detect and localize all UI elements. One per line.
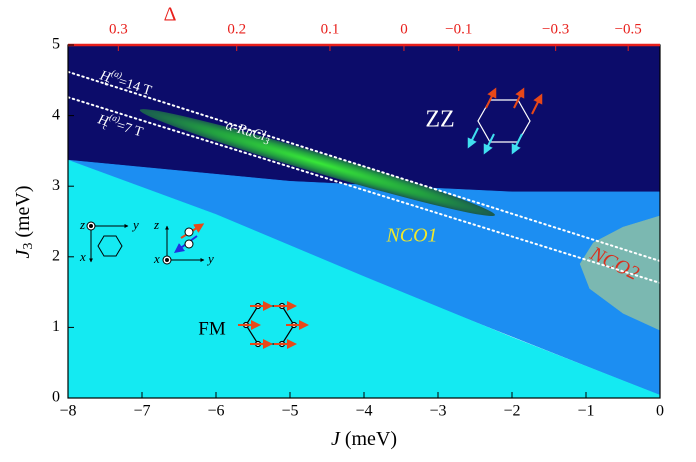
y-tick-label: 4 (52, 106, 60, 123)
y-axis-label: J3 (meV) (12, 185, 37, 258)
x2-axis-label: Δ (164, 4, 177, 26)
y-tick-label: 2 (52, 247, 60, 264)
y-tick-label: 1 (52, 318, 60, 335)
x-tick-label: −3 (429, 403, 446, 420)
x-axis-unit: (meV) (340, 428, 397, 450)
x2-tick-label: −0.1 (445, 21, 472, 37)
x2-tick-label: 0.3 (109, 21, 128, 37)
x2-tick-label: −0.3 (542, 21, 569, 37)
region-label: FM (198, 318, 226, 339)
icon-label: z (153, 217, 159, 232)
x-tick-label: −2 (503, 403, 520, 420)
field-label-sub: c (102, 121, 109, 132)
field-line (67, 70, 661, 263)
field-label-sub: c (104, 77, 111, 88)
icon-label: y (131, 217, 139, 232)
frame-icon (162, 225, 205, 265)
x-tick-label: −6 (207, 403, 224, 420)
y-tick-label: 0 (52, 389, 60, 406)
icon-label: y (206, 251, 214, 266)
x2-tick-label: 0.1 (321, 21, 340, 37)
field-line (67, 96, 661, 284)
x-tick-label: −8 (59, 403, 76, 420)
sample-label-sub: 3 (262, 136, 271, 148)
x2-tick-label: 0 (400, 21, 408, 37)
icon-label: z (79, 217, 85, 232)
y-tick-label: 3 (52, 177, 60, 194)
x2-tick-label: 0.2 (227, 21, 246, 37)
field-label-sup: (a) (110, 68, 123, 81)
y-axis-symbol: J (12, 249, 34, 259)
x-axis-symbol: J (331, 428, 341, 450)
region-label: NCO1 (385, 225, 437, 247)
x-tick-label: −4 (355, 403, 372, 420)
x-tick-label: −5 (281, 403, 298, 420)
spin-icons: z y x z x y (79, 87, 543, 349)
phase-region (579, 215, 661, 331)
sample-ellipse (139, 109, 496, 217)
icon-label: x (79, 249, 86, 264)
x-tick-label: 0 (656, 403, 664, 420)
field-label-sup: (a) (108, 112, 121, 125)
y-axis-sub: 3 (21, 243, 36, 250)
icon-label: x (153, 251, 160, 266)
x-tick-label: −1 (577, 403, 594, 420)
x-tick-label: −7 (133, 403, 150, 420)
y-tick-label: 5 (52, 36, 60, 53)
x-axis-label: J (meV) (331, 428, 397, 450)
region-label: ZZ (425, 107, 454, 133)
frame-icon (86, 221, 129, 263)
x2-tick-label: −0.5 (615, 21, 642, 37)
y-axis-unit: (meV) (12, 185, 34, 242)
